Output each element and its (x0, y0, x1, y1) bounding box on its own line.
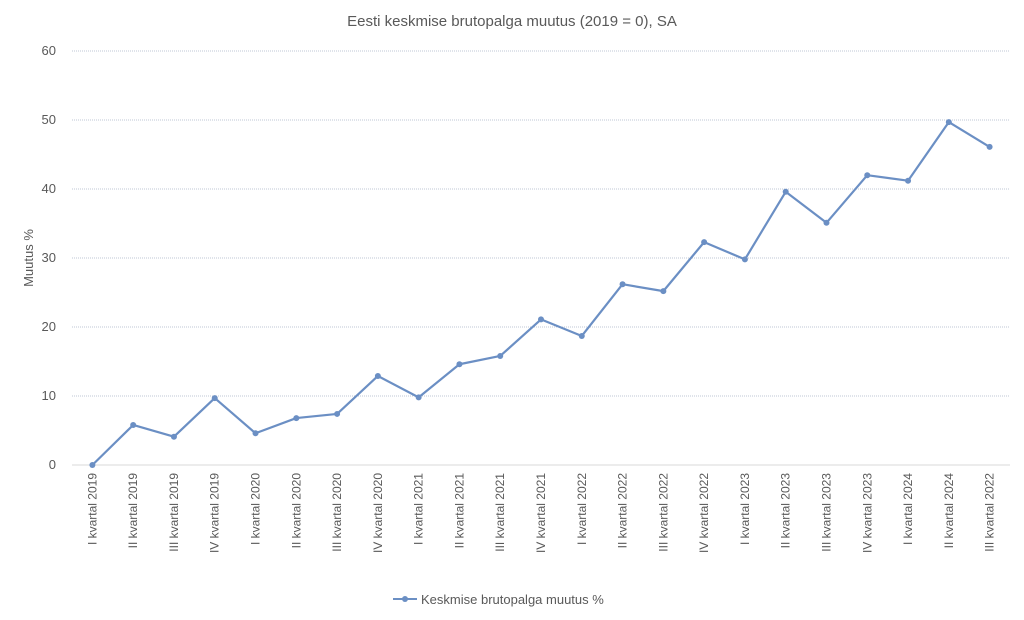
x-tick-label: IV kvartal 2020 (371, 473, 385, 553)
y-axis-label: Muutus % (21, 229, 36, 287)
y-tick-label: 60 (42, 43, 56, 58)
x-tick-label: II kvartal 2020 (289, 473, 303, 549)
data-point (130, 421, 137, 428)
chart-title: Eesti keskmise brutopalga muutus (2019 =… (347, 13, 677, 30)
x-tick-label: II kvartal 2021 (452, 473, 466, 549)
x-tick-label: I kvartal 2024 (901, 473, 915, 545)
x-tick-label: III kvartal 2022 (983, 473, 997, 552)
data-point (782, 188, 789, 195)
x-tick-label: I kvartal 2023 (738, 473, 752, 545)
x-tick-label: IV kvartal 2023 (860, 473, 874, 553)
data-point (89, 462, 96, 468)
x-tick-label: III kvartal 2020 (330, 473, 344, 552)
x-tick-label: IV kvartal 2022 (697, 473, 711, 553)
data-point (660, 288, 667, 295)
x-tick-label: I kvartal 2021 (412, 473, 426, 545)
data-point (538, 316, 544, 323)
x-axis-ticks: I kvartal 2019 II kvartal 2019 III kvartal… (85, 473, 996, 553)
x-tick-label: I kvartal 2019 (85, 473, 99, 545)
legend-label: Keskmise brutopalga muutus % (421, 592, 604, 607)
x-tick-label: III kvartal 2022 (656, 473, 670, 552)
data-point (334, 410, 341, 417)
x-tick-label: II kvartal 2022 (616, 473, 630, 549)
x-tick-label: I kvartal 2020 (249, 473, 263, 545)
legend-marker (402, 596, 408, 602)
y-tick-label: 0 (49, 457, 56, 472)
x-tick-label: III kvartal 2021 (493, 473, 507, 552)
x-tick-label: II kvartal 2024 (942, 473, 956, 549)
legend: Keskmise brutopalga muutus % (393, 592, 604, 607)
y-tick-label: 10 (42, 388, 56, 403)
x-tick-label: III kvartal 2023 (819, 473, 833, 552)
data-point (619, 281, 626, 288)
y-axis-ticks: 0 10 20 30 40 50 60 (42, 43, 56, 472)
series-keskmise-brutopalga (89, 119, 993, 468)
data-point (456, 361, 463, 368)
series-line (91, 120, 991, 466)
data-point (578, 332, 585, 339)
data-point (864, 172, 871, 179)
y-tick-label: 50 (42, 112, 56, 127)
data-point (986, 143, 993, 150)
gridlines (72, 50, 1010, 466)
data-point (170, 433, 177, 440)
data-point (945, 119, 952, 126)
data-point (415, 394, 422, 401)
y-tick-label: 40 (42, 181, 56, 196)
data-point (374, 372, 381, 379)
data-point (211, 395, 218, 402)
x-tick-label: IV kvartal 2021 (534, 473, 548, 553)
data-point (823, 219, 830, 226)
x-tick-label: II kvartal 2019 (126, 473, 140, 549)
y-tick-label: 30 (42, 250, 56, 265)
x-tick-label: III kvartal 2019 (167, 473, 181, 552)
data-point (741, 256, 748, 263)
x-tick-label: II kvartal 2023 (779, 473, 793, 549)
data-point (293, 415, 300, 422)
y-tick-label: 20 (42, 319, 56, 334)
x-tick-label: IV kvartal 2019 (208, 473, 222, 553)
data-point (497, 352, 504, 359)
data-point (905, 177, 912, 184)
x-tick-label: I kvartal 2022 (575, 473, 589, 545)
data-point (701, 239, 708, 246)
data-point (252, 430, 259, 437)
